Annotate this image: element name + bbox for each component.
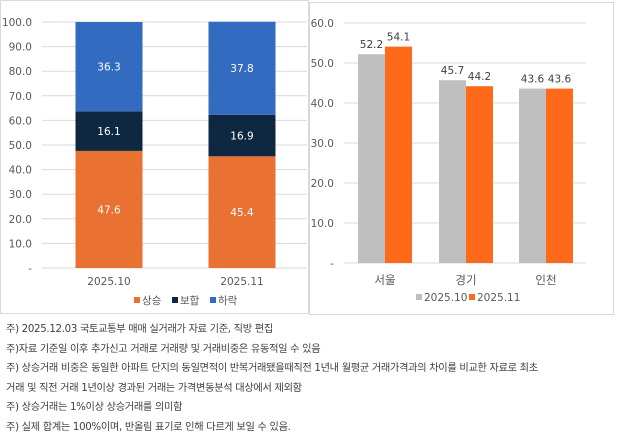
data-label: 37.8 [230,63,253,75]
bar [358,54,385,264]
data-label: 43.6 [521,74,545,86]
y-tick-label: 40.0 [311,98,334,110]
y-tick-label: - [330,258,334,270]
y-tick-label: 20.0 [9,214,32,226]
legend-swatch [469,294,475,300]
legend-swatch [172,297,178,303]
legend-swatch [134,297,140,303]
data-label: 16.9 [230,131,253,143]
bar [439,80,466,263]
legend-label: 보합 [180,295,200,307]
data-label: 52.2 [360,39,383,51]
bar [546,88,573,263]
x-tick-label: 2025.10 [87,276,130,288]
bar-segment [208,21,276,115]
grouped-chart-panel: - 10.0 20.0 30.0 40.0 50.0 60.0 52.2 54.1 서울 45.7 4… [309,2,614,315]
y-tick-label: 50.0 [9,140,32,152]
data-label: 45.4 [230,207,254,219]
data-label: 44.2 [468,71,491,83]
y-tick-label: 100.0 [2,17,32,29]
stacked-bar-chart: - 10.0 20.0 30.0 40.0 50.0 60.0 70.0 80.0 90.0 100… [2,17,307,307]
y-tick-label: 10.0 [311,218,334,230]
legend-label: 하락 [218,294,238,307]
y-tick-label: 50.0 [311,58,334,70]
grouped-bar-chart: - 10.0 20.0 30.0 40.0 50.0 60.0 52.2 54.1 서울 45.7 4… [311,18,586,304]
note: 주) 실제 합계는 100%이며, 반올림 표기로 인해 다르게 보일 수 있음… [6,421,291,433]
note: 주) 상승거래는 1%이상 상승거래를 의미함 [6,402,183,414]
stacked-chart-panel: - 10.0 20.0 30.0 40.0 50.0 60.0 70.0 80.0 90.0 100… [0,0,309,314]
y-tick-label: 30.0 [9,189,32,201]
y-tick-label: - [28,263,32,275]
legend-label: 2025.10 [424,292,467,304]
x-tick-label: 서울 [374,273,395,287]
y-tick-label: 90.0 [9,42,32,54]
bar-segment [208,114,276,157]
bar-segment [75,111,143,151]
note: 주) 2025.12.03 국토교통부 매매 실거래가 자료 기준, 직방 편집 [6,324,273,335]
data-label: 47.6 [97,204,121,216]
y-tick-label: 70.0 [9,91,32,103]
data-label: 43.6 [548,74,572,86]
note: 주)자료 기준일 이후 추가신고 거래로 거래량 및 거래비중은 유동적일 수 … [6,343,321,355]
bar [385,46,412,263]
legend-label: 상승 [142,295,162,307]
data-label: 16.1 [97,126,120,138]
y-tick-label: 60.0 [9,115,32,127]
y-tick-label: 80.0 [9,66,32,78]
y-tick-label: 10.0 [9,238,32,250]
data-label: 45.7 [441,65,464,77]
bar-segment [75,150,143,268]
note: 거래 및 직전 거래 1년이상 경과된 거래는 가격변동분석 대상에서 제외함 [6,382,302,394]
bar [519,88,546,263]
bar [466,86,493,263]
x-tick-label: 인천 [535,273,556,287]
note: 주) 상승거래 비중은 동일한 아파트 단지의 동일면적이 반복거래됐을때직전 … [6,363,538,375]
bar-segment [208,156,276,268]
y-tick-label: 60.0 [311,18,334,30]
y-tick-label: 40.0 [9,165,32,177]
y-tick-label: 20.0 [311,178,334,190]
y-tick-label: 30.0 [311,138,334,150]
legend-label: 2025.11 [477,292,520,304]
footnotes: 주) 2025.12.03 국토교통부 매매 실거래가 자료 기준, 직방 편집… [6,320,538,438]
legend-swatch [416,294,422,300]
data-label: 54.1 [387,32,410,44]
data-label: 36.3 [97,62,120,74]
legend-swatch [210,297,216,303]
x-tick-label: 2025.11 [220,276,263,288]
bar-segment [75,22,143,112]
x-tick-label: 경기 [455,273,476,287]
